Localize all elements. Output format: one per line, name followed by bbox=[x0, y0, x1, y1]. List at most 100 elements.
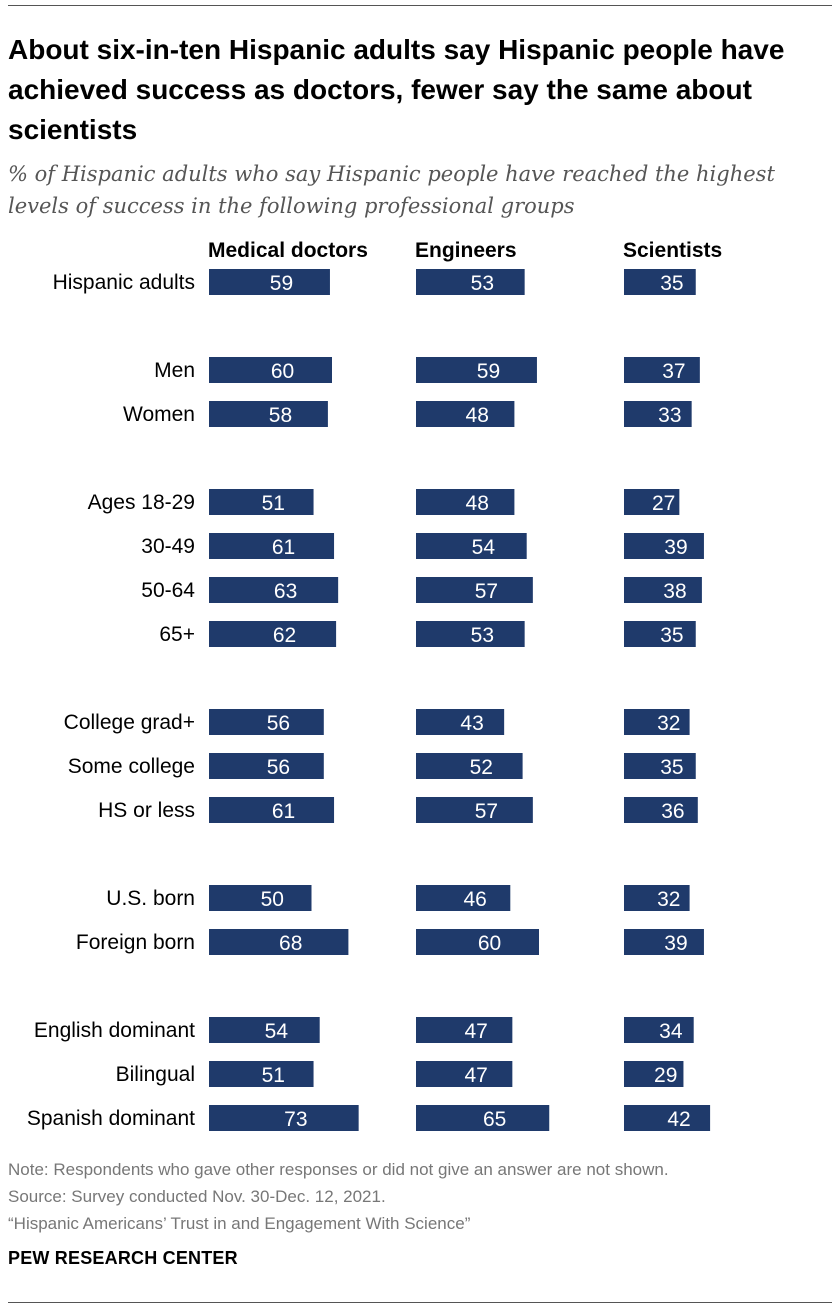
bar-foreign-born-medical-doctors bbox=[209, 929, 349, 955]
value-label-english-dominant-engineers: 47 bbox=[464, 1020, 487, 1043]
bar-hispanic-adults-medical-doctors bbox=[209, 269, 330, 295]
row-label-foreign-born: Foreign born bbox=[76, 931, 195, 954]
value-label-some-college-engineers: 52 bbox=[470, 756, 493, 779]
value-label-spanish-dominant-scientists: 42 bbox=[667, 1108, 690, 1131]
value-label-english-dominant-medical-doctors: 54 bbox=[265, 1020, 289, 1043]
bar-some-college-scientists bbox=[624, 753, 696, 779]
value-label-foreign-born-scientists: 39 bbox=[664, 932, 687, 955]
bar-women-engineers bbox=[416, 401, 515, 427]
value-label-college-grad-scientists: 32 bbox=[657, 712, 680, 735]
value-label-u-s-born-scientists: 32 bbox=[657, 888, 680, 911]
value-label-men-engineers: 59 bbox=[477, 360, 500, 383]
bar-chart: Medical doctors Engineers Scientists Hispan… bbox=[27, 239, 722, 1131]
value-label-bilingual-medical-doctors: 51 bbox=[262, 1064, 285, 1087]
bar-u-s-born-medical-doctors bbox=[209, 885, 312, 911]
value-label-spanish-dominant-medical-doctors: 73 bbox=[284, 1108, 307, 1131]
bar-hispanic-adults-scientists bbox=[624, 269, 696, 295]
value-label-college-grad-medical-doctors: 56 bbox=[267, 712, 290, 735]
row-label-hs-or-less: HS or less bbox=[98, 799, 195, 822]
bar-65-scientists bbox=[624, 621, 696, 647]
bar-men-medical-doctors bbox=[209, 357, 332, 383]
value-label-30-49-engineers: 54 bbox=[472, 536, 496, 559]
bar-foreign-born-engineers bbox=[416, 929, 539, 955]
bar-spanish-dominant-scientists bbox=[624, 1105, 711, 1131]
bar-women-medical-doctors bbox=[209, 401, 328, 427]
row-label-english-dominant: English dominant bbox=[34, 1019, 195, 1042]
value-label-65-medical-doctors: 62 bbox=[273, 624, 296, 647]
bar-ages-18-29-engineers bbox=[416, 489, 515, 515]
bar-college-grad-medical-doctors bbox=[209, 709, 324, 735]
bar-hispanic-adults-engineers bbox=[416, 269, 525, 295]
source-text: Source: Survey conducted Nov. 30-Dec. 12… bbox=[8, 1187, 386, 1206]
value-label-foreign-born-medical-doctors: 68 bbox=[279, 932, 302, 955]
bar-men-engineers bbox=[416, 357, 537, 383]
value-label-hispanic-adults-engineers: 53 bbox=[471, 272, 494, 295]
row-label-65: 65+ bbox=[159, 623, 195, 646]
value-label-u-s-born-engineers: 46 bbox=[463, 888, 486, 911]
bar-spanish-dominant-medical-doctors bbox=[209, 1105, 359, 1131]
row-label-50-64: 50-64 bbox=[141, 579, 195, 602]
row-label-ages-18-29: Ages 18-29 bbox=[88, 491, 195, 514]
value-label-65-scientists: 35 bbox=[660, 624, 683, 647]
bar-some-college-engineers bbox=[416, 753, 523, 779]
bar-65-medical-doctors bbox=[209, 621, 337, 647]
value-label-50-64-scientists: 38 bbox=[663, 580, 686, 603]
row-label-u-s-born: U.S. born bbox=[106, 887, 195, 910]
value-label-hispanic-adults-scientists: 35 bbox=[660, 272, 683, 295]
chart-title: About six-in-ten Hispanic adults say His… bbox=[8, 34, 785, 145]
value-label-u-s-born-medical-doctors: 50 bbox=[261, 888, 284, 911]
column-header-engineers: Engineers bbox=[415, 239, 517, 262]
value-label-some-college-scientists: 35 bbox=[660, 756, 683, 779]
value-label-50-64-medical-doctors: 63 bbox=[274, 580, 297, 603]
chart-subtitle: % of Hispanic adults who say Hispanic pe… bbox=[8, 162, 775, 218]
bar-50-64-medical-doctors bbox=[209, 577, 339, 603]
value-label-men-scientists: 37 bbox=[662, 360, 685, 383]
value-label-65-engineers: 53 bbox=[471, 624, 494, 647]
value-label-women-medical-doctors: 58 bbox=[269, 404, 292, 427]
value-label-some-college-medical-doctors: 56 bbox=[267, 756, 290, 779]
value-label-women-scientists: 33 bbox=[658, 404, 681, 427]
bar-30-49-medical-doctors bbox=[209, 533, 335, 559]
value-label-college-grad-engineers: 43 bbox=[460, 712, 483, 735]
bar-hs-or-less-scientists bbox=[624, 797, 698, 823]
value-label-hispanic-adults-medical-doctors: 59 bbox=[270, 272, 293, 295]
bar-bilingual-medical-doctors bbox=[209, 1061, 314, 1087]
bar-men-scientists bbox=[624, 357, 700, 383]
bar-foreign-born-scientists bbox=[624, 929, 704, 955]
note-text: Note: Respondents who gave other respons… bbox=[8, 1160, 669, 1179]
value-label-hs-or-less-engineers: 57 bbox=[475, 800, 498, 823]
bar-30-49-scientists bbox=[624, 533, 704, 559]
value-label-hs-or-less-scientists: 36 bbox=[661, 800, 684, 823]
row-label-30-49: 30-49 bbox=[141, 535, 195, 558]
row-label-bilingual: Bilingual bbox=[116, 1063, 195, 1086]
row-label-college-grad: College grad+ bbox=[64, 711, 195, 734]
bar-women-scientists bbox=[624, 401, 692, 427]
value-label-foreign-born-engineers: 60 bbox=[478, 932, 501, 955]
bar-hs-or-less-engineers bbox=[416, 797, 533, 823]
bar-hs-or-less-medical-doctors bbox=[209, 797, 335, 823]
value-label-ages-18-29-medical-doctors: 51 bbox=[262, 492, 285, 515]
value-label-ages-18-29-engineers: 48 bbox=[466, 492, 489, 515]
row-label-hispanic-adults: Hispanic adults bbox=[53, 271, 195, 294]
bar-english-dominant-medical-doctors bbox=[209, 1017, 320, 1043]
bar-ages-18-29-medical-doctors bbox=[209, 489, 314, 515]
value-label-ages-18-29-scientists: 27 bbox=[652, 492, 675, 515]
report-title: “Hispanic Americans’ Trust in and Engage… bbox=[8, 1214, 471, 1233]
column-header-medical-doctors: Medical doctors bbox=[208, 239, 368, 262]
bar-50-64-engineers bbox=[416, 577, 533, 603]
bar-bilingual-scientists bbox=[624, 1061, 684, 1087]
value-label-hs-or-less-medical-doctors: 61 bbox=[272, 800, 295, 823]
bar-english-dominant-engineers bbox=[416, 1017, 513, 1043]
value-label-30-49-medical-doctors: 61 bbox=[272, 536, 295, 559]
bar-bilingual-engineers bbox=[416, 1061, 513, 1087]
bottom-rule bbox=[8, 1302, 832, 1303]
bar-spanish-dominant-engineers bbox=[416, 1105, 550, 1131]
row-label-some-college: Some college bbox=[68, 755, 195, 778]
bar-some-college-medical-doctors bbox=[209, 753, 324, 779]
notes: Note: Respondents who gave other respons… bbox=[8, 1156, 828, 1237]
column-header-scientists: Scientists bbox=[623, 239, 722, 262]
brand-logo-text: PEW RESEARCH CENTER bbox=[8, 1248, 238, 1268]
bar-65-engineers bbox=[416, 621, 525, 647]
value-label-bilingual-engineers: 47 bbox=[464, 1064, 487, 1087]
value-label-50-64-engineers: 57 bbox=[475, 580, 498, 603]
